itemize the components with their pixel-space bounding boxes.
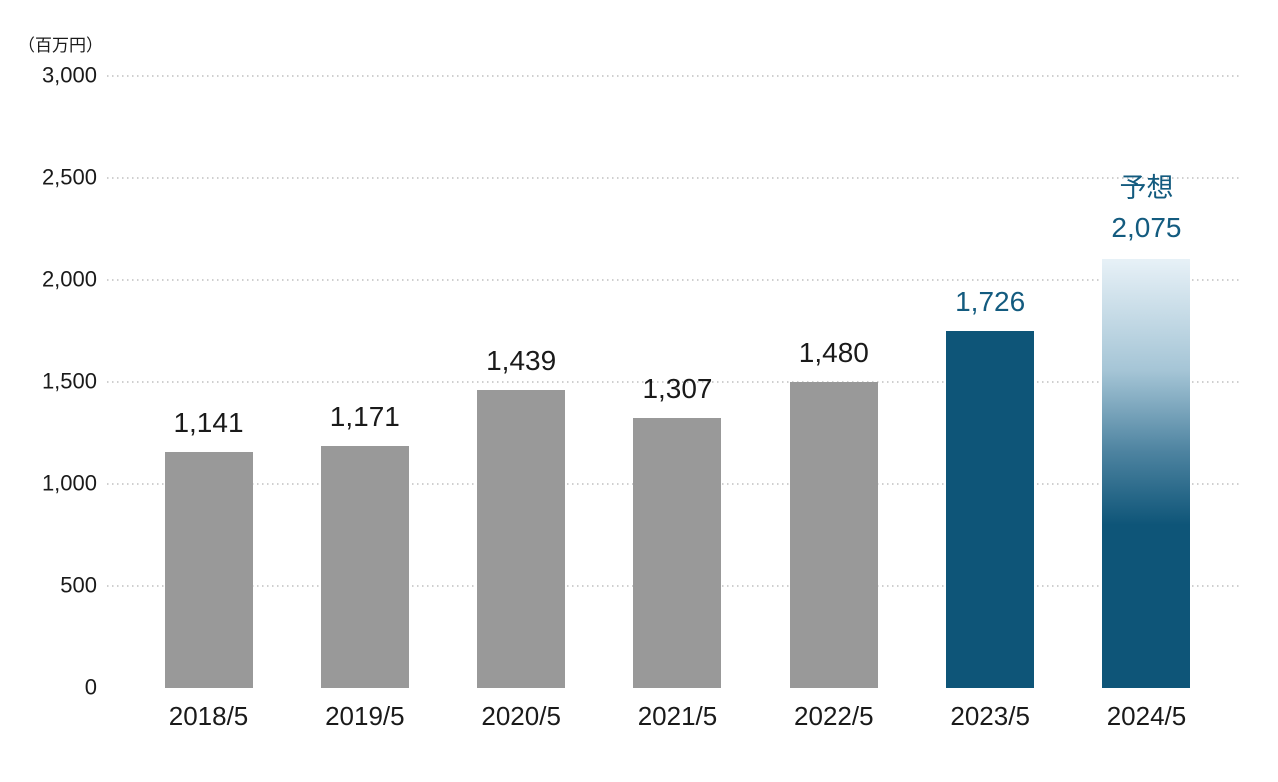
value-label: 1,141	[173, 407, 244, 439]
bar-2022/5	[789, 382, 878, 688]
x-axis-label: 2023/5	[950, 701, 1030, 731]
bar-2018/5	[164, 452, 253, 688]
value-label: 1,307	[642, 373, 713, 405]
value-label: 1,726	[955, 286, 1026, 318]
bar-2019/5	[320, 446, 409, 688]
gridline-1500	[107, 381, 1240, 383]
value-label: 1,439	[486, 345, 557, 377]
bar-highlight-2023/5	[946, 331, 1035, 688]
forecast-label: 予想	[1119, 173, 1174, 204]
bar-2021/5	[633, 418, 722, 688]
y-axis-tick-label: 3,000	[41, 62, 97, 88]
y-axis-tick-label: 1,000	[41, 470, 97, 496]
gridline-3000	[107, 75, 1240, 77]
x-axis-label: 2019/5	[325, 701, 405, 731]
y-axis-unit-label: （百万円）	[18, 36, 103, 55]
x-axis-label: 2021/5	[637, 701, 718, 731]
x-axis-label: 2022/5	[794, 701, 874, 731]
y-axis-tick-label: 500	[60, 572, 97, 598]
x-axis-label: 2020/5	[481, 701, 561, 731]
x-axis-label: 2018/5	[168, 701, 249, 731]
bar-forecast-2024/5	[1102, 259, 1191, 688]
value-label: 1,171	[329, 401, 400, 433]
value-label: 1,480	[798, 337, 869, 369]
x-axis-label: 2024/5	[1106, 701, 1187, 731]
y-axis-tick-label: 2,000	[41, 266, 97, 292]
bar-2020/5	[477, 390, 566, 688]
y-axis-tick-label: 2,500	[41, 164, 97, 190]
y-axis-tick-label: 1,500	[41, 368, 97, 394]
y-axis-tick-label: 0	[84, 674, 97, 700]
forecast-value-label-group: 予想 2,075	[1066, 169, 1226, 249]
gridline-2000	[107, 279, 1240, 281]
gridline-2500	[107, 177, 1240, 179]
value-label: 2,075	[1111, 212, 1182, 244]
